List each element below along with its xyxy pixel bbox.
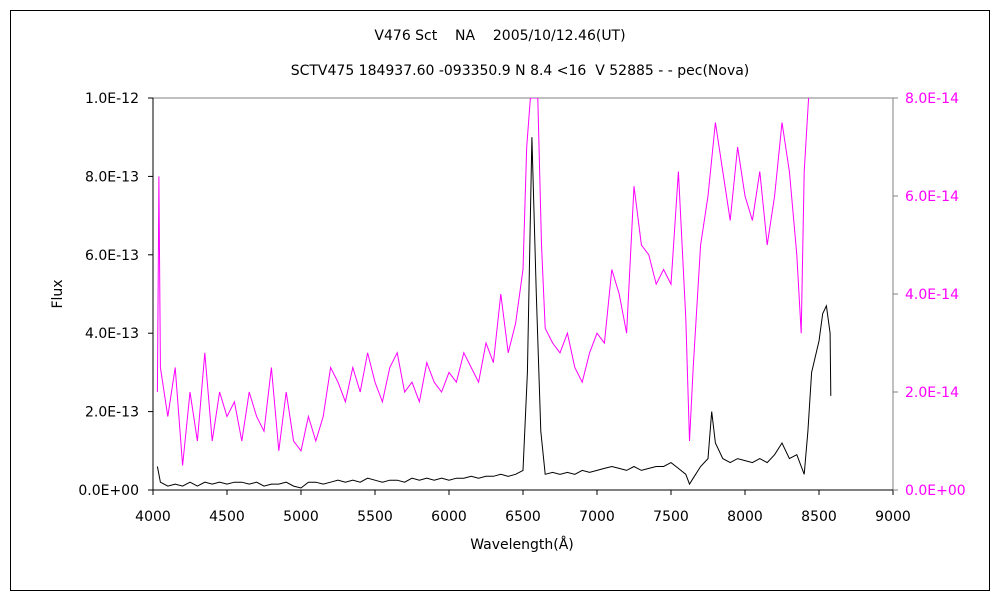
y-left-tick-label: 8.0E-13 (85, 169, 139, 185)
x-tick-label: 8000 (727, 509, 763, 525)
x-tick-label: 5500 (357, 509, 393, 525)
y-right-tick-label: 2.0E-14 (905, 385, 959, 401)
chart-subtitle: SCTV475 184937.60 -093350.9 N 8.4 <16 V … (291, 63, 750, 79)
x-tick-label: 4000 (135, 509, 171, 525)
x-tick-label: 5000 (283, 509, 319, 525)
x-axis-label: Wavelength(Å) (470, 536, 574, 553)
y-right-tick-label: 0.0E+00 (905, 483, 966, 499)
chart-frame (10, 10, 990, 591)
x-tick-label: 4500 (209, 509, 245, 525)
chart-title: V476 Sct NA 2005/10/12.46(UT) (374, 28, 625, 44)
y-left-tick-label: 1.0E-12 (85, 91, 139, 107)
y-right-tick-label: 4.0E-14 (905, 287, 959, 303)
x-tick-label: 7500 (653, 509, 689, 525)
y-axis-label: Flux (50, 279, 66, 308)
x-tick-label: 6000 (431, 509, 467, 525)
x-tick-label: 9000 (875, 509, 911, 525)
flux-series-right (156, 98, 810, 466)
x-tick-label: 7000 (579, 509, 615, 525)
x-tick-label: 6500 (505, 509, 541, 525)
y-right-tick-label: 8.0E-14 (905, 91, 959, 107)
y-left-tick-label: 4.0E-13 (85, 326, 139, 342)
y-left-tick-label: 2.0E-13 (85, 405, 139, 421)
flux-series-left (156, 137, 832, 489)
x-tick-label: 8500 (801, 509, 837, 525)
y-left-tick-label: 0.0E+00 (78, 483, 139, 499)
y-left-tick-label: 6.0E-13 (85, 248, 139, 264)
y-right-tick-label: 6.0E-14 (905, 189, 959, 205)
